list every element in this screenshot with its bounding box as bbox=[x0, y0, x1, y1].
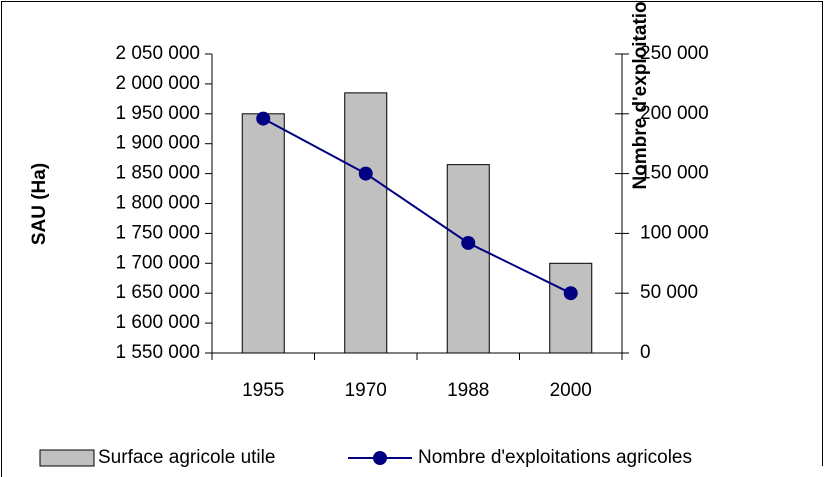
line-marker bbox=[358, 166, 373, 181]
y2-axis-label: Nombre d'exploitations agricoles bbox=[630, 0, 651, 190]
legend-swatch bbox=[373, 451, 387, 465]
bar bbox=[549, 262, 593, 354]
y2-tick-label: 100 000 bbox=[640, 222, 709, 243]
y2-tick-label: 150 000 bbox=[640, 163, 709, 184]
y-tick-label: 1 550 000 bbox=[115, 342, 200, 363]
y2-tick-label: 200 000 bbox=[640, 103, 709, 124]
line-marker bbox=[256, 111, 271, 126]
y2-tick-label: 0 bbox=[640, 342, 651, 363]
legend-label: Surface agricole utile bbox=[98, 447, 275, 468]
y-tick-label: 1 600 000 bbox=[115, 312, 200, 333]
y-tick-label: 1 700 000 bbox=[115, 252, 200, 273]
line-marker bbox=[563, 286, 578, 301]
legend-label: Nombre d'exploitations agricoles bbox=[418, 447, 692, 468]
x-tick-label: 1955 bbox=[242, 380, 284, 401]
bar bbox=[446, 164, 490, 354]
legend-swatch bbox=[39, 449, 95, 467]
line-marker bbox=[461, 235, 476, 250]
line bbox=[262, 117, 572, 295]
y-tick-label: 1 950 000 bbox=[115, 103, 200, 124]
y-tick-label: 2 000 000 bbox=[115, 73, 200, 94]
x-tick-label: 2000 bbox=[550, 380, 592, 401]
y-tick-label: 2 050 000 bbox=[115, 43, 200, 64]
y-tick-label: 1 800 000 bbox=[115, 193, 200, 214]
y-tick-label: 1 650 000 bbox=[115, 282, 200, 303]
bar bbox=[241, 113, 285, 354]
y-axis-label: SAU (Ha) bbox=[29, 163, 50, 245]
x-tick-label: 1988 bbox=[447, 380, 489, 401]
bar bbox=[344, 92, 388, 354]
y-tick-label: 1 850 000 bbox=[115, 163, 200, 184]
y2-tick-label: 50 000 bbox=[640, 282, 698, 303]
y2-tick-label: 250 000 bbox=[640, 43, 709, 64]
y-tick-label: 1 750 000 bbox=[115, 222, 200, 243]
y-tick-label: 1 900 000 bbox=[115, 133, 200, 154]
x-tick-label: 1970 bbox=[345, 380, 387, 401]
